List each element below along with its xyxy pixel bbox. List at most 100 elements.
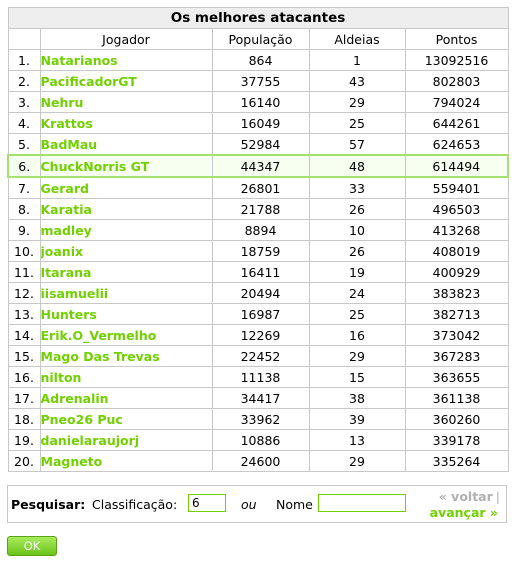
table-title: Os melhores atacantes [7,7,509,29]
row-position: 14. [7,324,41,346]
player-name-link[interactable]: Erik.O_Vermelho [40,327,157,343]
player-name-link[interactable]: BadMau [40,136,98,152]
row-villages: 24 [308,282,406,304]
row-points: 361138 [404,387,509,409]
row-villages: 10 [308,219,406,241]
row-points: 644261 [404,112,509,134]
player-name-link[interactable]: madley [40,222,92,238]
table-row: 11. Itarana 16411 19 400929 [7,261,509,283]
table-row: 16. nilton 11138 15 363655 [7,366,509,388]
table-header-row: Jogador População Aldeias Pontos [7,28,509,50]
player-cell: Magneto [39,450,213,472]
table-row: 17. Adrenalin 34417 38 361138 [7,387,509,409]
player-cell: nilton [39,366,213,388]
player-name-link[interactable]: Itarana [40,264,92,280]
player-name-link[interactable]: Magneto [40,453,103,469]
player-name-link[interactable]: iisamuelii [40,285,109,301]
row-population: 12269 [211,324,310,346]
rank-input[interactable] [188,494,226,512]
player-cell: Natarianos [39,49,213,71]
row-population: 16049 [211,112,310,134]
player-cell: Adrenalin [39,387,213,409]
row-position: 6. [7,154,41,178]
row-villages: 25 [308,303,406,325]
row-position: 16. [7,366,41,388]
row-villages: 13 [308,429,406,451]
row-points: 373042 [404,324,509,346]
row-villages: 29 [308,91,406,113]
player-name-link[interactable]: Mago Das Trevas [40,348,160,364]
header-population[interactable]: População [211,28,310,50]
row-villages: 26 [308,240,406,262]
name-input[interactable] [318,494,406,512]
row-position: 5. [7,133,41,156]
player-cell: Pneo26 Puc [39,408,213,430]
or-label: ou [241,497,257,512]
row-population: 34417 [211,387,310,409]
row-population: 864 [211,49,310,71]
player-name-link[interactable]: Krattos [40,115,93,131]
ok-button[interactable]: OK [7,536,57,556]
row-position: 13. [7,303,41,325]
row-points: 400929 [404,261,509,283]
player-name-link[interactable]: Nehru [40,94,84,110]
row-villages: 29 [308,450,406,472]
row-position: 2. [7,70,41,92]
row-population: 11138 [211,366,310,388]
player-name-link[interactable]: Karatia [40,201,92,217]
table-row: 15. Mago Das Trevas 22452 29 367283 [7,345,509,367]
row-villages: 1 [308,49,406,71]
row-villages: 57 [308,133,406,156]
row-population: 10886 [211,429,310,451]
name-label: Nome [276,497,313,512]
player-name-link[interactable]: Adrenalin [40,390,109,406]
row-position: 12. [7,282,41,304]
row-points: 408019 [404,240,509,262]
row-population: 21788 [211,198,310,220]
player-name-link[interactable]: PacificadorGT [40,73,137,89]
player-name-link[interactable]: Hunters [40,306,97,322]
table-row: 7. Gerard 26801 33 559401 [7,176,509,199]
player-cell: joanix [39,240,213,262]
row-position: 20. [7,450,41,472]
header-villages[interactable]: Aldeias [308,28,406,50]
forward-link[interactable]: avançar » [429,505,498,520]
table-row: 9. madley 8894 10 413268 [7,219,509,241]
ranking-table: Os melhores atacantes Jogador População … [7,7,509,472]
player-cell: Gerard [39,176,213,199]
row-population: 8894 [211,219,310,241]
back-link[interactable]: « voltar [438,489,493,504]
header-points[interactable]: Pontos [404,28,509,50]
row-points: 335264 [404,450,509,472]
row-population: 33962 [211,408,310,430]
header-player[interactable]: Jogador [39,28,213,50]
row-points: 363655 [404,366,509,388]
row-points: 383823 [404,282,509,304]
row-villages: 39 [308,408,406,430]
player-name-link[interactable]: ChuckNorris GT [40,158,150,174]
player-name-link[interactable]: Natarianos [40,52,118,68]
player-cell: ChuckNorris GT [39,154,213,178]
table-row: 20. Magneto 24600 29 335264 [7,450,509,472]
row-position: 11. [7,261,41,283]
player-cell: madley [39,219,213,241]
player-name-link[interactable]: danielaraujorj [40,432,140,448]
player-name-link[interactable]: Gerard [40,180,89,196]
player-name-link[interactable]: joanix [40,243,84,259]
row-points: 367283 [404,345,509,367]
player-name-link[interactable]: nilton [40,369,82,385]
rank-label: Classificação: [92,497,178,512]
row-population: 52984 [211,133,310,156]
player-name-link[interactable]: Pneo26 Puc [40,411,123,427]
table-row: 14. Erik.O_Vermelho 12269 16 373042 [7,324,509,346]
row-position: 3. [7,91,41,113]
header-position [7,28,41,50]
row-position: 10. [7,240,41,262]
row-points: 360260 [404,408,509,430]
player-cell: Krattos [39,112,213,134]
player-cell: Karatia [39,198,213,220]
row-villages: 38 [308,387,406,409]
table-row: 12. iisamuelii 20494 24 383823 [7,282,509,304]
row-population: 16987 [211,303,310,325]
row-population: 20494 [211,282,310,304]
